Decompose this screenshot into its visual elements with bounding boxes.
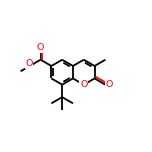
Text: O: O [25,59,33,69]
Text: O: O [80,80,87,89]
Text: O: O [105,80,113,89]
Text: O: O [37,43,44,52]
